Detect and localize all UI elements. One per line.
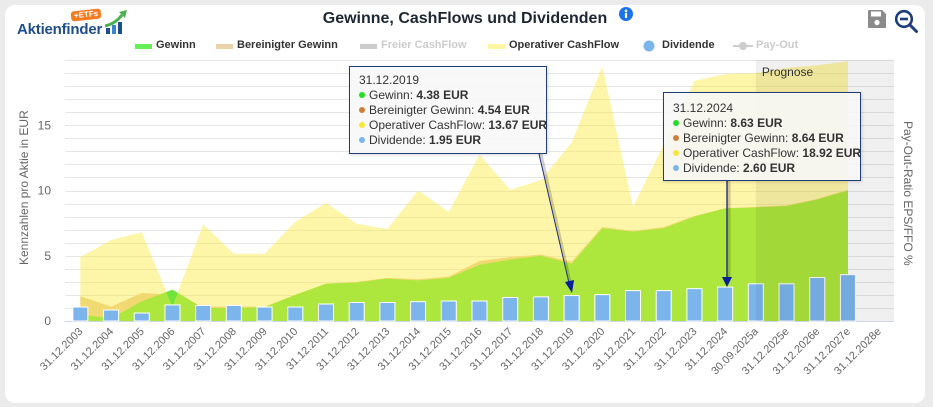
tooltip-value: 8.63 EUR xyxy=(730,116,783,130)
tooltip-row-dividende: Dividende: 2.60 EUR xyxy=(673,161,851,176)
tooltip-label: Gewinn: xyxy=(683,116,728,130)
logo-badge: +ETFs xyxy=(70,8,102,22)
bar-dividende[interactable] xyxy=(747,283,764,322)
bar-dividende[interactable] xyxy=(594,294,611,322)
bar-dividende[interactable] xyxy=(379,301,396,322)
bar-dividende[interactable] xyxy=(655,290,672,322)
tooltip-label: Gewinn: xyxy=(369,88,414,102)
tooltip-row-operativer-cashflow: Operativer CashFlow: 13.67 EUR xyxy=(359,118,547,133)
legend-label-bereinigter-gewinn: Bereinigter Gewinn xyxy=(237,39,338,51)
tooltip-dot-dividende xyxy=(673,165,679,171)
logo-chart-arrow-icon xyxy=(105,10,127,34)
bar-dividende[interactable] xyxy=(164,304,181,322)
tooltip-value: 4.54 EUR xyxy=(477,103,530,117)
bar-dividende[interactable] xyxy=(317,303,334,322)
tooltip-dot-operativer-cashflow xyxy=(673,150,679,156)
tooltip-dot-bereinigter-gewinn xyxy=(359,107,365,113)
legend-marker-dividende xyxy=(643,40,655,52)
bar-dividende[interactable] xyxy=(256,306,273,322)
bar-dividende[interactable] xyxy=(778,283,795,322)
tooltip-2024: 31.12.2024 Gewinn: 8.63 EUR Bereinigter … xyxy=(663,92,861,181)
chart-title: Gewinne, CashFlows und Dividenden xyxy=(322,10,608,27)
bar-dividende[interactable] xyxy=(72,306,89,322)
series-gewinn xyxy=(80,190,848,322)
zoom-out-icon[interactable] xyxy=(894,9,919,34)
bar-dividende[interactable] xyxy=(809,277,826,322)
y-tick-label: 5 xyxy=(44,249,51,263)
tooltip-value: 18.92 EUR xyxy=(802,146,862,160)
tooltip-label: Dividende: xyxy=(683,161,740,175)
tooltip-value: 4.38 EUR xyxy=(416,88,469,102)
bar-dividende[interactable] xyxy=(563,295,580,322)
tooltip-row-operativer-cashflow: Operativer CashFlow: 18.92 EUR xyxy=(673,146,861,161)
bar-dividende[interactable] xyxy=(103,309,120,322)
y-tick-label: 10 xyxy=(38,184,52,198)
bar-dividende[interactable] xyxy=(686,288,703,322)
legend-label-gewinn: Gewinn xyxy=(156,39,196,51)
tooltip-dot-operativer-cashflow xyxy=(359,122,365,128)
bar-dividende[interactable] xyxy=(502,297,519,322)
tooltip-dot-gewinn xyxy=(673,120,679,126)
bar-dividende[interactable] xyxy=(287,306,304,322)
y-tick-label: 15 xyxy=(38,118,52,132)
bar-dividende[interactable] xyxy=(532,296,549,322)
series-dividende xyxy=(72,274,856,322)
tooltip-label: Bereinigter Gewinn: xyxy=(683,131,789,145)
x-axis-labels: 31.12.200331.12.200431.12.200531.12.2006… xyxy=(38,325,884,377)
y-axis-labels: 0 5 10 15 xyxy=(38,118,52,328)
tooltip-label: Operativer CashFlow: xyxy=(683,146,800,160)
info-icon[interactable] xyxy=(619,7,633,21)
bar-dividende[interactable] xyxy=(717,286,734,322)
save-icon[interactable] xyxy=(867,9,887,29)
bar-dividende[interactable] xyxy=(195,304,212,322)
tooltip-row-bereinigter-gewinn: Bereinigter Gewinn: 4.54 EUR xyxy=(359,103,537,118)
area-gewinn[interactable] xyxy=(80,190,848,322)
tooltip-dot-dividende xyxy=(359,137,365,143)
series-operativer-cashflow xyxy=(80,61,848,322)
tooltip-label: Bereinigter Gewinn: xyxy=(369,103,475,117)
tooltip-row-gewinn: Gewinn: 4.38 EUR xyxy=(359,88,537,103)
bar-dividende[interactable] xyxy=(133,312,150,322)
aktienfinder-logo[interactable]: Aktienfinder +ETFs xyxy=(16,8,128,38)
legend-swatch-bereinigter-gewinn xyxy=(216,44,233,49)
bar-dividende[interactable] xyxy=(348,301,365,322)
tooltip-dot-gewinn xyxy=(359,92,365,98)
tooltip-value: 1.95 EUR xyxy=(429,133,482,147)
legend-swatch-gewinn xyxy=(135,44,152,49)
legend-label-freier-cashflow: Freier CashFlow xyxy=(381,39,467,51)
y2-axis-title: Pay-Out-Ratio EPS/FFO % xyxy=(901,121,915,266)
tooltip-label: Dividende: xyxy=(369,133,426,147)
tooltip-value: 13.67 EUR xyxy=(488,118,548,132)
tooltip-value: 8.64 EUR xyxy=(791,131,844,145)
tooltip-row-dividende: Dividende: 1.95 EUR xyxy=(359,133,537,148)
logo-text: Aktienfinder xyxy=(17,21,103,38)
legend-label-dividende: Dividende xyxy=(662,39,715,51)
tooltip-label: Operativer CashFlow: xyxy=(369,118,486,132)
tooltip-row-bereinigter-gewinn: Bereinigter Gewinn: 8.64 EUR xyxy=(673,131,851,146)
y-tick-label: 0 xyxy=(44,314,51,328)
legend-label-pay-out: Pay-Out xyxy=(756,39,799,51)
tooltip-row-gewinn: Gewinn: 8.63 EUR xyxy=(673,116,851,131)
legend-label-operativer-cashflow: Operativer CashFlow xyxy=(509,39,620,51)
bar-dividende[interactable] xyxy=(410,301,427,322)
area-operativer-cashflow[interactable] xyxy=(80,61,848,322)
bar-dividende[interactable] xyxy=(839,274,856,322)
bar-dividende[interactable] xyxy=(225,304,242,322)
y-axis-title: Kennzahlen pro Aktie in EUR xyxy=(17,110,31,265)
legend-marker-pay-out xyxy=(733,42,753,50)
bar-dividende[interactable] xyxy=(440,300,457,322)
legend-swatch-operativer-cashflow xyxy=(488,44,505,49)
tooltip-date: 31.12.2019 xyxy=(359,73,420,87)
tooltip-date: 31.12.2024 xyxy=(673,101,734,115)
legend-swatch-freier-cashflow xyxy=(360,44,377,49)
tooltip-dot-bereinigter-gewinn xyxy=(673,135,679,141)
bar-dividende[interactable] xyxy=(625,290,642,322)
tooltip-value: 2.60 EUR xyxy=(743,161,796,175)
tooltip-2019: 31.12.2019 Gewinn: 4.38 EUR Bereinigter … xyxy=(349,66,547,154)
forecast-label: Prognose xyxy=(762,65,814,79)
bar-dividende[interactable] xyxy=(471,300,488,322)
